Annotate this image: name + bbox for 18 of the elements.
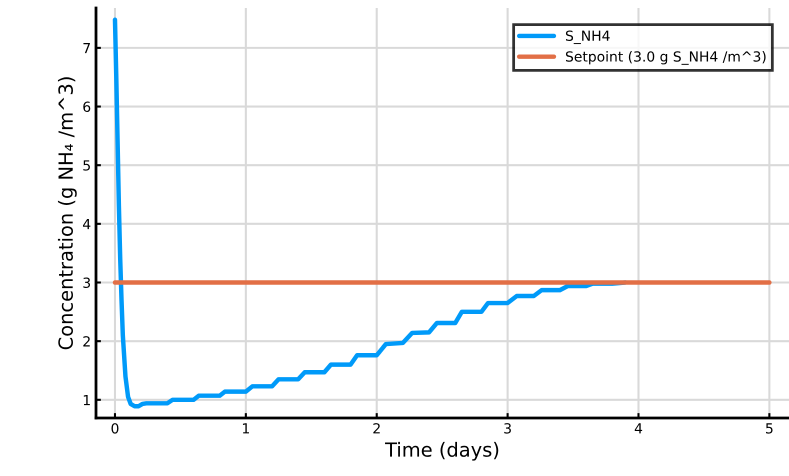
line-series	[112, 18, 628, 408]
x-axis-title: Time (days)	[385, 442, 498, 461]
y-tick-label: 6	[83, 102, 90, 112]
x-tick-label: 2	[373, 423, 380, 434]
x-tick-label: 0	[111, 423, 118, 434]
y-tick-label: 7	[83, 43, 90, 54]
y-tick-label: 3	[83, 277, 90, 288]
y-axis-title: Concentration (g NH₄ /m^3)	[58, 77, 77, 350]
x-tick-label: 5	[766, 423, 773, 434]
y-tick-label: 4	[82, 219, 90, 230]
y-tick-label: 5	[83, 160, 90, 171]
x-tick-label: 1	[242, 423, 249, 434]
legend-label: S_NH4	[566, 30, 610, 44]
x-tick-label: 3	[504, 423, 511, 434]
x-tick-label: 4	[634, 423, 642, 434]
y-tick-label: 2	[83, 336, 90, 346]
legend-label: Setpoint (3.0 g S_NH4 /m^3)	[566, 50, 766, 65]
y-tick-label: 1	[84, 394, 90, 406]
